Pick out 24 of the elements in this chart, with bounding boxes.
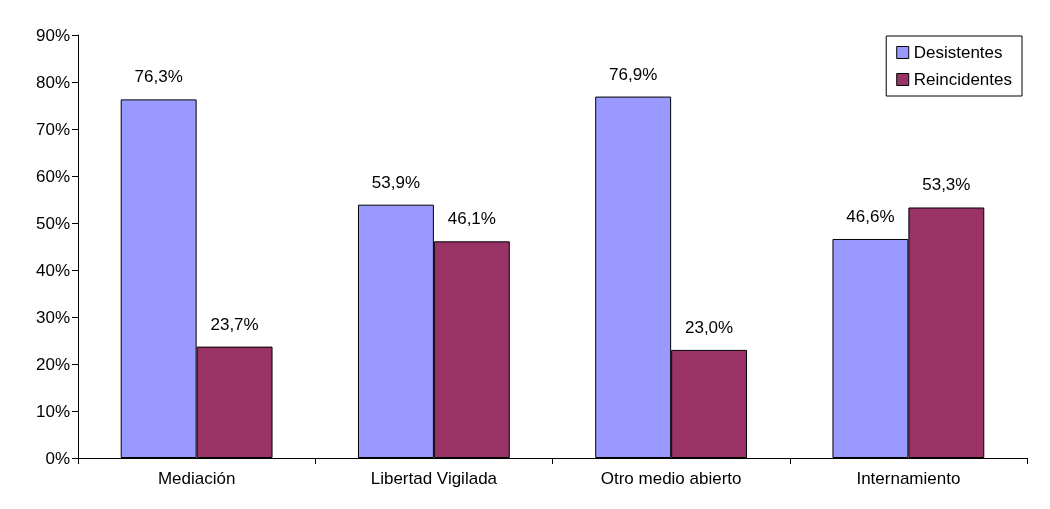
data-label: 53,3% bbox=[922, 175, 971, 195]
legend-label: Desistentes bbox=[913, 43, 1003, 62]
x-tick-label: Internamiento bbox=[856, 469, 961, 488]
y-tick-label: 90% bbox=[35, 25, 70, 45]
y-tick-label: 0% bbox=[45, 448, 70, 468]
y-tick-label: 20% bbox=[35, 354, 70, 374]
data-label: 46,6% bbox=[846, 206, 895, 226]
y-tick-label: 10% bbox=[35, 401, 70, 421]
data-label: 53,9% bbox=[371, 172, 421, 192]
y-tick-label: 80% bbox=[35, 72, 70, 92]
y-tick-label: 40% bbox=[35, 260, 70, 280]
data-label: 76,9% bbox=[609, 64, 658, 84]
x-tick-label: Libertad Vigilada bbox=[370, 469, 498, 488]
x-tick-label: Mediación bbox=[157, 469, 236, 488]
y-tick-label: 60% bbox=[35, 166, 70, 186]
data-label: 46,1% bbox=[447, 209, 496, 229]
data-label: 23,7% bbox=[210, 314, 259, 334]
legend-label: Reincidentes bbox=[913, 70, 1012, 89]
y-tick-label: 50% bbox=[35, 213, 70, 233]
y-tick-label: 30% bbox=[35, 307, 70, 327]
y-tick-label: 70% bbox=[35, 119, 70, 139]
data-label: 76,3% bbox=[134, 67, 183, 87]
x-tick-label: Otro medio abierto bbox=[600, 469, 742, 488]
data-label: 23,0% bbox=[684, 317, 734, 337]
